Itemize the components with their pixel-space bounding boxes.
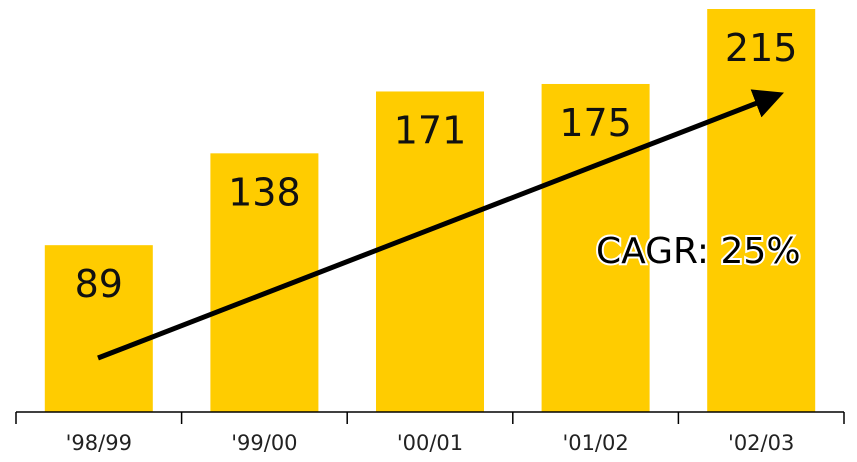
value-label-1: 138	[228, 170, 301, 214]
cagr-trend-arrow	[97, 89, 784, 361]
bar-0	[44, 245, 153, 412]
x-ticks-group	[15, 412, 845, 424]
bar-4	[707, 9, 816, 412]
value-label-2: 171	[394, 108, 467, 152]
value-label-0: 89	[75, 262, 123, 306]
x-tick-label-0: '98/99	[66, 431, 132, 455]
bar-3	[541, 83, 650, 412]
x-tick-label-3: '01/02	[562, 431, 628, 455]
x-tick-label-2: '00/01	[397, 431, 463, 455]
value-label-4: 215	[725, 26, 798, 70]
x-tick-label-4: '02/03	[728, 431, 794, 455]
value-labels-group: 89 138 171 175 215	[75, 26, 798, 306]
value-label-3: 175	[559, 101, 632, 145]
cagr-annotation: CAGR: 25%	[596, 231, 801, 272]
bar-2	[376, 91, 484, 412]
x-tick-label-1: '99/00	[231, 431, 297, 455]
x-tick-labels-group: '98/99 '99/00 '00/01 '01/02 '02/03	[66, 431, 795, 455]
bar-1	[210, 153, 319, 412]
bars-group	[44, 9, 816, 412]
